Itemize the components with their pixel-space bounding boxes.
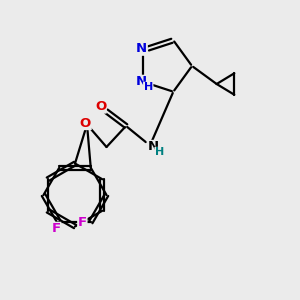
- Text: H: H: [144, 82, 153, 92]
- Text: O: O: [95, 100, 106, 113]
- Text: F: F: [78, 216, 87, 229]
- Text: H: H: [155, 147, 164, 158]
- Text: N: N: [136, 42, 147, 55]
- Text: F: F: [52, 222, 61, 236]
- Text: N: N: [147, 140, 159, 154]
- Text: N: N: [136, 75, 147, 88]
- Text: O: O: [80, 116, 91, 130]
